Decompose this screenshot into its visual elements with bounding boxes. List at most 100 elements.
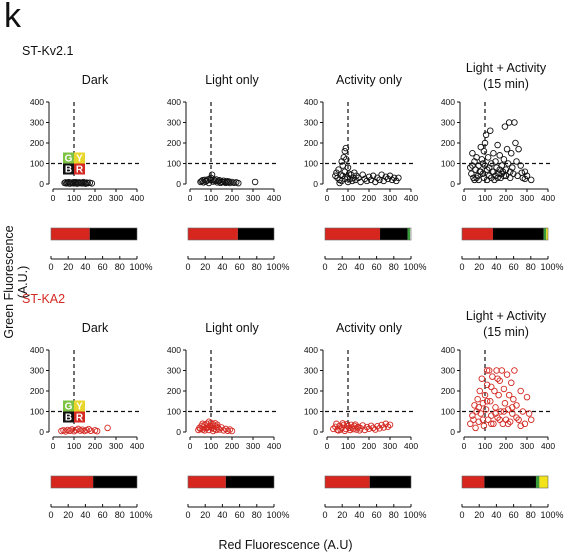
x-tick-label-r0-p0-0: 0: [51, 193, 56, 203]
quadrant-swatch-y-r0-p0: [74, 152, 85, 164]
x-tick-label-r0-p1-100: 100: [204, 193, 218, 203]
data-point-r1-p3-9: [478, 375, 486, 382]
data-point-r1-p3-23: [493, 367, 500, 374]
bar-tick-label-r1-p1-1: 20: [200, 510, 210, 520]
bar-outline-r1-p0: [50, 475, 138, 489]
x-tick-label-r1-p1-200: 200: [225, 441, 239, 451]
data-point-r1-p1-23: [222, 425, 229, 433]
x-tick-label-r0-p1-300: 300: [246, 193, 260, 203]
data-point-r1-p2-39: [356, 427, 363, 434]
data-point-r1-p0-14: [87, 427, 95, 435]
x-tick-label-r0-p1-200: 200: [225, 193, 239, 203]
row-label-st-kv2-1: ST-Kv2.1: [22, 44, 74, 58]
x-tick-label-r1-p1-400: 400: [267, 441, 281, 451]
bar-segment-black-r0-p1: [237, 228, 274, 240]
x-tick-label-r1-p3-0: 0: [462, 441, 467, 451]
data-point-r1-p3-55: [496, 416, 503, 423]
bar-tick-label-r1-p1-5: 100%: [266, 510, 289, 520]
bar-tick-label-r1-p1-0: 0: [185, 510, 190, 520]
y-tick-label-r0-p1-400: 400: [167, 97, 181, 107]
x-tick-label-r1-p3-300: 300: [520, 441, 534, 451]
x-tick-label-r0-p2-200: 200: [362, 193, 376, 203]
panel-subtitle-r1-p3: (15 min): [483, 325, 529, 339]
bar-segment-red-r1-p3: [462, 476, 485, 488]
data-point-r1-p1-34: [214, 421, 221, 429]
x-tick-label-r1-p2-200: 200: [362, 441, 376, 451]
quadrant-swatch-b-r0-p0: [63, 163, 74, 175]
bar-segment-black-r1-p2: [369, 476, 411, 488]
data-point-r0-p1-33: [235, 179, 242, 187]
bar-tick-label-r1-p2-2: 40: [354, 510, 364, 520]
data-point-r1-p3-20: [490, 420, 497, 428]
data-point-r1-p1-29: [203, 424, 211, 432]
data-point-r1-p1-26: [228, 427, 236, 435]
x-tick-label-r0-p3-0: 0: [462, 193, 467, 203]
data-point-r1-p3-37: [508, 379, 515, 387]
data-point-r1-p3-58: [509, 404, 516, 411]
data-point-r0-p0-24: [88, 180, 96, 187]
data-point-r1-p2-21: [374, 423, 381, 430]
data-point-r1-p3-1: [469, 412, 476, 419]
data-point-r0-p3-20: [487, 127, 494, 134]
bar-tick-label-r0-p2-4: 80: [389, 262, 399, 272]
x-tick-label-r0-p2-400: 400: [404, 193, 418, 203]
quadrant-swatch-y-r1-p0: [74, 400, 85, 412]
bar-outline-r0-p0: [50, 227, 138, 241]
data-point-r0-p3-63: [485, 164, 493, 171]
data-point-r1-p3-42: [515, 416, 522, 423]
x-tick-label-r0-p3-200: 200: [499, 193, 513, 203]
data-point-r0-p3-33: [500, 156, 508, 163]
data-point-r0-p3-64: [490, 168, 497, 175]
data-point-r1-p2-16: [363, 423, 371, 431]
x-tick-label-r1-p0-100: 100: [67, 441, 81, 451]
x-tick-label-r0-p0-300: 300: [109, 193, 123, 203]
x-tick-label-r1-p0-200: 200: [88, 441, 102, 451]
bar-tick-label-r0-p3-5: 100%: [540, 262, 563, 272]
bar-segment-black-r0-p0: [89, 228, 137, 240]
x-tick-label-r1-p3-200: 200: [499, 441, 513, 451]
data-point-r0-p3-60: [471, 176, 478, 184]
bar-tick-label-r1-p3-1: 20: [474, 510, 484, 520]
data-point-r1-p3-0: [467, 420, 474, 428]
bar-tick-label-r1-p2-5: 100%: [403, 510, 426, 520]
y-tick-label-r0-p3-200: 200: [441, 138, 455, 148]
data-point-r1-p3-12: [481, 391, 489, 399]
data-point-r1-p3-57: [504, 420, 512, 428]
bar-segment-red-r1-p2: [325, 476, 370, 488]
data-point-r0-p3-40: [508, 149, 515, 157]
quadrant-label-b-r1-p0: B: [65, 413, 72, 424]
y-tick-label-r0-p0-200: 200: [30, 138, 44, 148]
y-tick-label-r0-p1-300: 300: [167, 118, 181, 128]
data-point-r1-p3-59: [513, 414, 520, 421]
y-tick-label-r0-p3-0: 0: [450, 179, 455, 189]
y-tick-label-r1-p2-300: 300: [304, 366, 318, 376]
data-point-r1-p3-38: [509, 410, 516, 417]
data-point-r1-p3-53: [488, 420, 495, 428]
quadrant-swatch-g-r0-p0: [63, 152, 74, 164]
data-point-r0-p2-43: [395, 174, 402, 182]
data-point-r1-p3-7: [476, 387, 484, 395]
bar-tick-label-r0-p0-0: 0: [48, 262, 53, 272]
data-point-r0-p3-16: [482, 131, 490, 139]
y-tick-label-r1-p2-0: 0: [313, 427, 318, 437]
data-point-r0-p2-23: [353, 172, 360, 180]
data-point-r1-p3-35: [505, 391, 513, 399]
bar-tick-label-r0-p0-2: 40: [80, 262, 90, 272]
data-point-r1-p0-5: [68, 426, 76, 433]
bar-tick-label-r1-p1-4: 80: [252, 510, 262, 520]
x-tick-label-r0-p2-100: 100: [341, 193, 355, 203]
panel-title-r0-p2: Activity only: [336, 73, 403, 87]
data-point-r1-p3-48: [527, 416, 535, 423]
data-point-r1-p3-40: [511, 367, 518, 374]
x-tick-label-r1-p0-400: 400: [130, 441, 144, 451]
y-tick-label-r1-p3-300: 300: [441, 366, 455, 376]
x-tick-label-r1-p1-0: 0: [188, 441, 193, 451]
panel-letter: k: [4, 0, 21, 35]
data-point-r0-p3-45: [515, 145, 522, 153]
data-point-r0-p3-18: [484, 154, 492, 161]
bar-segment-red-r1-p1: [188, 476, 226, 488]
y-tick-label-r0-p2-100: 100: [304, 159, 318, 169]
bar-tick-label-r1-p3-3: 60: [509, 510, 519, 520]
x-tick-label-r0-p2-0: 0: [325, 193, 330, 203]
bar-tick-label-r0-p1-1: 20: [200, 262, 210, 272]
